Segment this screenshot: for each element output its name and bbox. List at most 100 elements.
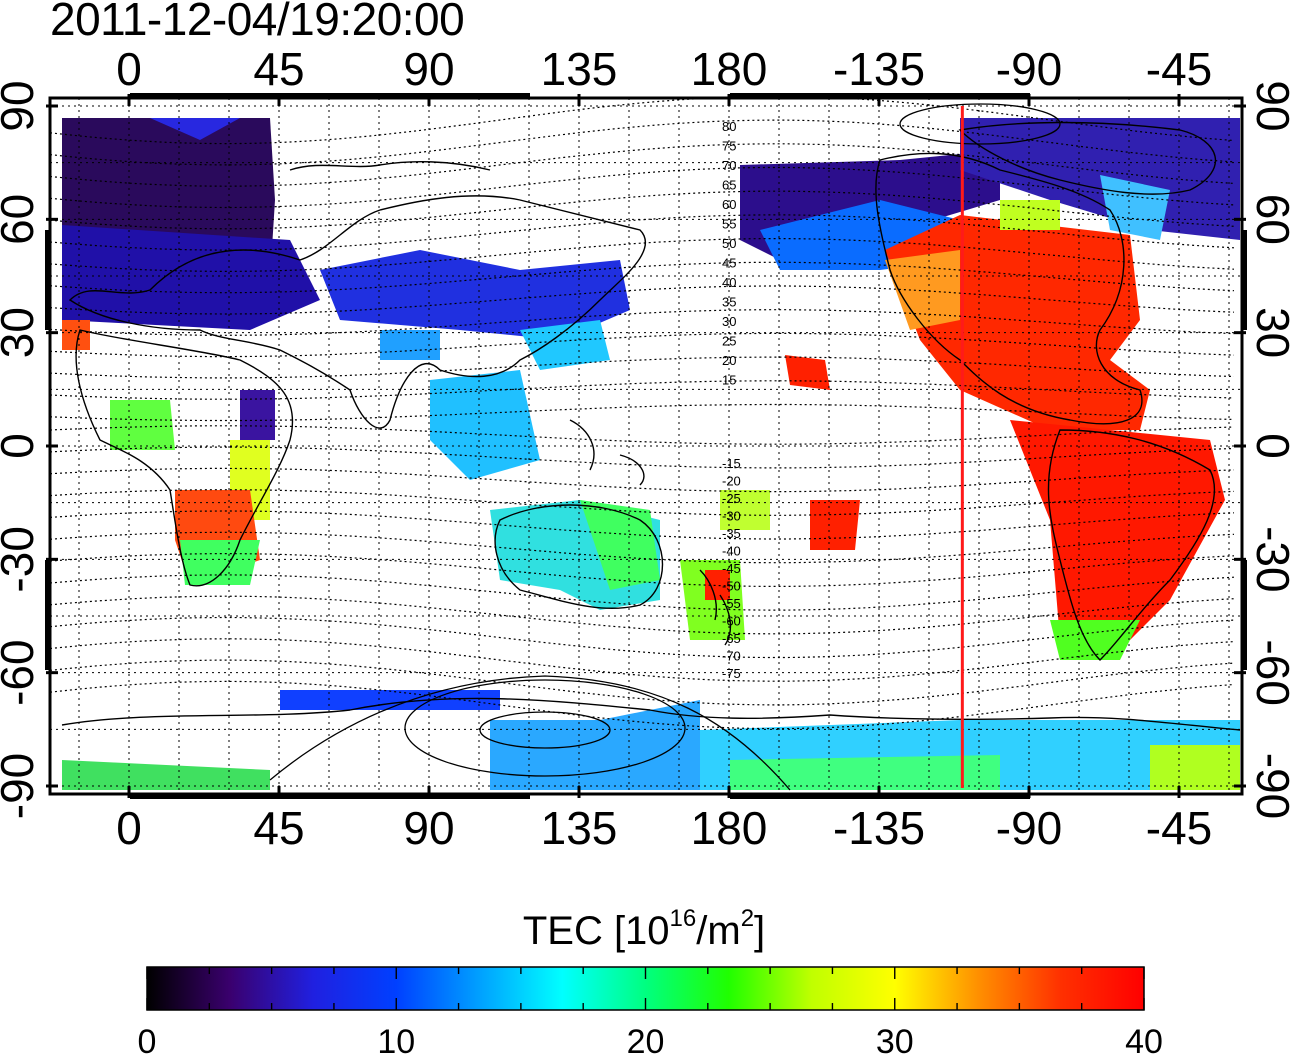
lat-lon-grid (50, 98, 1242, 794)
x-tick-label: -90 (996, 43, 1062, 95)
contour-label: 60 (722, 197, 736, 212)
contour-labels: 80 75 70 65 60 55 50 45 40 35 30 25 20 15 -15 -20 -25 -30… (722, 119, 741, 681)
x-tick-label: 180 (691, 43, 768, 95)
tec-patch (580, 500, 660, 590)
contour-label: -40 (722, 544, 741, 559)
frame-tick (1027, 786, 1031, 798)
y-tick-labels-right: 90 60 30 0 -30 -60 -90 (1247, 80, 1292, 819)
tec-patch (960, 118, 1240, 240)
frame-tick (46, 104, 58, 108)
coastline-layer (61, 121, 1241, 731)
frame-tick (727, 786, 731, 798)
coastline (68, 195, 647, 429)
tec-data-layer (62, 118, 1240, 790)
frame-tick (46, 557, 58, 561)
contour-label: 80 (722, 119, 736, 134)
contour-label: 55 (722, 217, 736, 232)
x-tick-label: 0 (116, 43, 142, 95)
tec-patch (280, 690, 500, 710)
y-tick-label: 30 (0, 307, 43, 358)
contour-label: 70 (722, 158, 736, 173)
contour-label: -70 (722, 649, 741, 664)
tec-patch (705, 570, 730, 600)
x-tick-labels-bottom: 0 45 90 135 180 -135 -90 -45 (116, 802, 1212, 854)
magnetic-pole-rings (269, 103, 1061, 791)
coastline (61, 697, 1241, 731)
colorbar-tick-label: 20 (627, 1023, 665, 1057)
contour-label: 40 (722, 275, 736, 290)
frame-tick (46, 217, 58, 221)
tec-patch (62, 225, 320, 330)
tec-patch (885, 250, 960, 330)
contour-label: 25 (722, 334, 736, 349)
colorbar-title-prefix: TEC [10 (522, 909, 670, 953)
frame-tick (46, 671, 58, 675)
frame-tick (877, 786, 881, 798)
tec-patch (810, 500, 860, 550)
contour-label: -75 (722, 666, 741, 681)
y-tick-label: 0 (1247, 433, 1292, 459)
tec-patch (730, 755, 1000, 790)
frame-ticks (45, 93, 1247, 799)
frame-tick (127, 786, 131, 798)
pole-ring (404, 679, 686, 777)
colorbar-title-exponent: 16 (669, 905, 697, 932)
frame-tick (1027, 94, 1031, 106)
frame-bar (1241, 230, 1247, 330)
pole-ring (479, 711, 611, 749)
timestamp-label: 2011-12-04/19:20:00 (50, 0, 465, 45)
colorbar-tick-label: 0 (138, 1023, 157, 1057)
tec-patch (1000, 200, 1060, 230)
tec-patch (150, 118, 240, 140)
tec-patch (1150, 745, 1240, 790)
magnetic-latitude-contours (50, 98, 1235, 730)
tec-patch (430, 370, 540, 480)
colorbar-ticks (146, 967, 1145, 1010)
coastline (699, 569, 732, 646)
tec-patch (320, 250, 630, 340)
frame-tick (1234, 331, 1246, 335)
tec-patch (1010, 420, 1225, 640)
colorbar-tick-label: 10 (377, 1023, 415, 1057)
colorbar-title: TEC [1016/m2] (0, 905, 1292, 954)
tec-patch (240, 390, 275, 440)
contour-label: 75 (722, 139, 736, 154)
x-tick-label: 180 (691, 802, 768, 854)
frame-tick (1234, 104, 1246, 108)
frame-tick (427, 94, 431, 106)
x-tick-label: -45 (1146, 802, 1212, 854)
colorbar-tick-label: 40 (1125, 1023, 1163, 1057)
frame-tick (577, 786, 581, 798)
colorbar-title-unit-exponent: 2 (740, 905, 755, 932)
coastline (289, 161, 491, 171)
frame-tick (1177, 786, 1181, 798)
contour-label: -55 (722, 596, 741, 611)
contour-label: -30 (722, 509, 741, 524)
contour-label: -65 (722, 631, 741, 646)
x-tick-label: -135 (833, 802, 925, 854)
frame-tick (427, 786, 431, 798)
frame-tick (577, 94, 581, 106)
frame-bar (730, 793, 1030, 799)
colorbar-tick-label: 30 (876, 1023, 914, 1057)
y-tick-label: 90 (1247, 80, 1292, 131)
frame-bar (130, 93, 530, 99)
x-tick-label: 90 (403, 802, 454, 854)
contour-label: 20 (722, 353, 736, 368)
tec-patch (180, 540, 260, 585)
frame-tick (1234, 671, 1246, 675)
x-tick-label: 45 (253, 43, 304, 95)
y-tick-label: -90 (1247, 753, 1292, 819)
frame-tick (1234, 444, 1246, 448)
pole-ring (899, 103, 1061, 145)
y-tick-label: -60 (1247, 639, 1292, 705)
tec-patch (110, 400, 175, 450)
y-tick-label: -90 (0, 753, 43, 819)
coastline (75, 329, 294, 587)
coastline (958, 121, 1217, 195)
x-tick-label: -90 (996, 802, 1062, 854)
frame-bar (730, 93, 1030, 99)
frame-tick (277, 94, 281, 106)
